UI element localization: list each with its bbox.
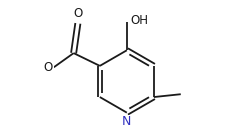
Text: O: O [44, 61, 53, 74]
Text: N: N [122, 115, 131, 129]
Text: O: O [73, 7, 83, 20]
Text: OH: OH [130, 14, 148, 27]
